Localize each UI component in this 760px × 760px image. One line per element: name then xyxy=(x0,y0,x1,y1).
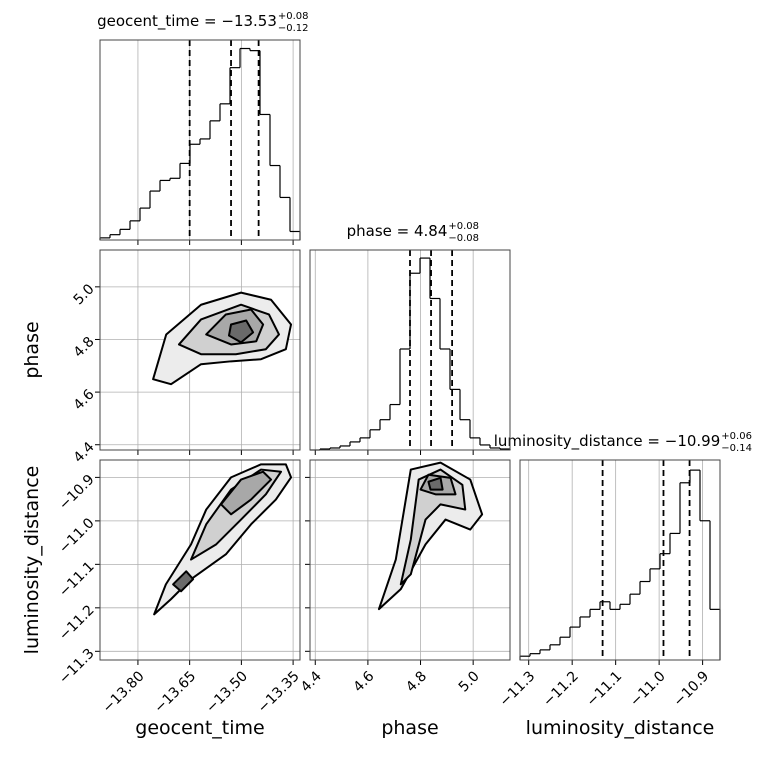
panel-frame xyxy=(99,39,301,241)
panel-frame xyxy=(99,459,301,661)
x-tick-label: 4.6 xyxy=(350,668,377,695)
x-tick-label: −11.1 xyxy=(584,668,626,710)
x-tick-label: 4.8 xyxy=(403,668,430,695)
x-tick-label: −13.50 xyxy=(203,668,251,716)
contour xyxy=(399,468,467,586)
contour xyxy=(227,319,255,344)
y-tick-label: 5.0 xyxy=(71,281,98,308)
x-tick-label: −11.2 xyxy=(540,668,582,710)
contour xyxy=(172,570,195,593)
x-axis-label: geocent_time xyxy=(135,717,264,739)
y-tick-label: −11.2 xyxy=(56,602,98,644)
y-tick-label: 4.6 xyxy=(71,386,98,413)
title-minus: −0.12 xyxy=(278,23,309,34)
title-plus: +0.06 xyxy=(721,431,752,442)
panel-title: phase = 4.84 xyxy=(347,222,448,240)
x-tick-label: −13.35 xyxy=(255,668,303,716)
title-minus: −0.14 xyxy=(721,443,752,454)
title-minus: −0.08 xyxy=(448,233,479,244)
panel-title: luminosity_distance = −10.99 xyxy=(494,432,721,451)
x-tick-label: −10.9 xyxy=(671,668,713,710)
panel-frame xyxy=(519,459,721,661)
y-tick-label: 4.8 xyxy=(71,334,98,361)
y-axis-label: luminosity_distance xyxy=(21,466,43,655)
contour xyxy=(220,470,273,516)
x-tick-label: −11.0 xyxy=(627,668,669,710)
y-axis-label: phase xyxy=(21,321,43,378)
x-tick-label: 5.0 xyxy=(456,668,483,695)
x-axis-label: phase xyxy=(381,717,438,739)
panel-title: geocent_time = −13.53 xyxy=(97,12,277,31)
panel-frame xyxy=(309,459,511,661)
panel-frame xyxy=(99,249,301,451)
y-tick-label: −11.0 xyxy=(56,515,98,557)
y-tick-label: 4.4 xyxy=(71,439,98,466)
x-axis-label: luminosity_distance xyxy=(526,717,715,739)
x-tick-label: −13.65 xyxy=(151,668,199,716)
y-tick-label: −10.9 xyxy=(56,472,98,514)
y-tick-label: −11.1 xyxy=(56,559,98,601)
panel-frame xyxy=(309,249,511,451)
x-tick-label: 4.4 xyxy=(298,668,325,695)
x-tick-label: −11.3 xyxy=(497,668,539,710)
title-plus: +0.08 xyxy=(278,11,309,22)
contour xyxy=(427,476,444,491)
x-tick-label: −13.80 xyxy=(100,668,148,716)
title-plus: +0.08 xyxy=(448,221,479,232)
y-tick-label: −11.3 xyxy=(56,646,98,688)
